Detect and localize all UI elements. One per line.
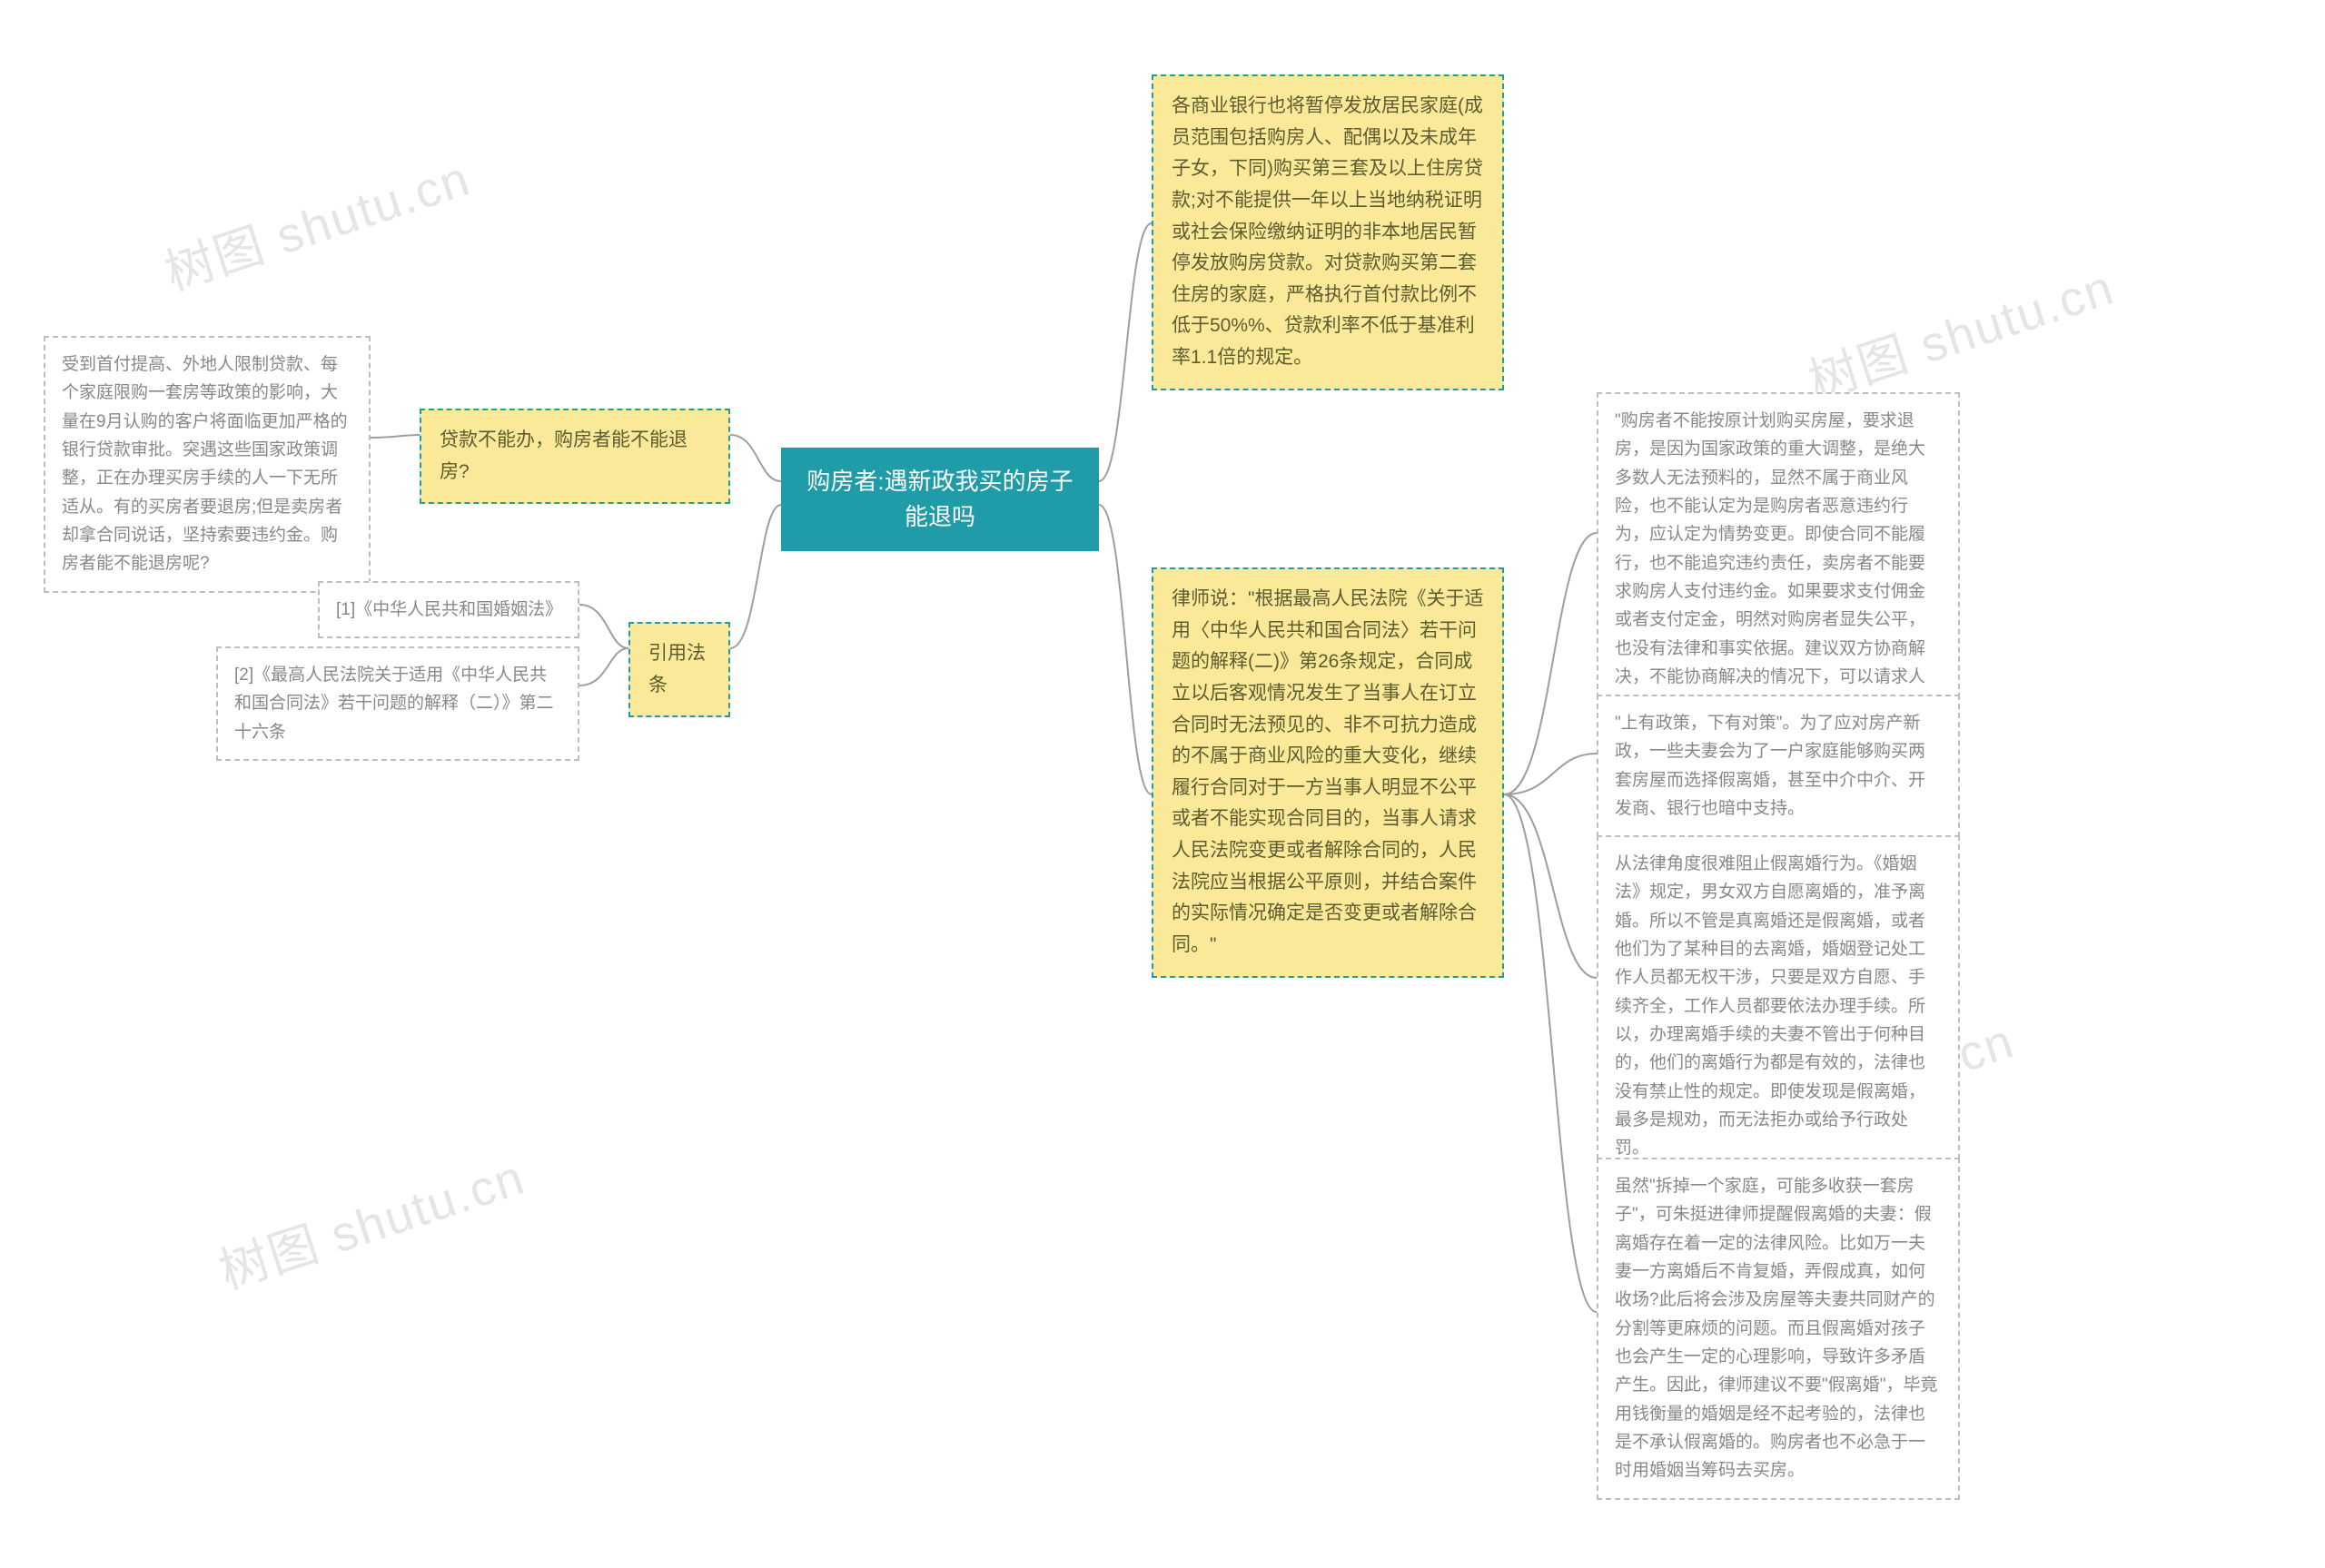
connector [1504,794,1597,978]
watermark: 树图 shutu.cn [154,138,478,304]
branch-bank-policy[interactable]: 各商业银行也将暂停发放居民家庭(成员范围包括购房人、配偶以及未成年子女，下同)购… [1152,74,1504,390]
watermark: 树图 shutu.cn [1798,247,2122,413]
watermark: 树图 shutu.cn [209,1137,532,1303]
leaf-lawyer-3: 从法律角度很难阻止假离婚行为。《婚姻法》规定，男女双方自愿离婚的，准予离婚。所以… [1597,835,1960,1178]
leaf-ref-2: [2]《最高人民法院关于适用《中华人民共和国合同法》若干问题的解释（二）》第二十… [216,646,579,761]
branch-loan-question[interactable]: 贷款不能办，购房者能不能退房? [420,409,730,504]
connector [579,648,628,685]
center-topic[interactable]: 购房者:遇新政我买的房子能退吗 [781,448,1099,551]
leaf-loan-detail: 受到首付提高、外地人限制贷款、每个家庭限购一套房等政策的影响，大量在9月认购的客… [44,336,371,593]
leaf-lawyer-1: "购房者不能按原计划购买房屋，要求退房，是因为国家政策的重大调整，是绝大多数人无… [1597,392,1960,735]
connector [1099,223,1152,481]
connector [1504,533,1597,794]
connector [1504,754,1597,794]
branch-references[interactable]: 引用法条 [628,622,730,717]
branch-lawyer-says[interactable]: 律师说："根据最高人民法院《关于适用〈中华人民共和国合同法〉若干问题的解释(二)… [1152,567,1504,978]
connector [1099,505,1152,794]
leaf-lawyer-4: 虽然"拆掉一个家庭，可能多收获一套房子"，可朱挺进律师提醒假离婚的夫妻：假离婚存… [1597,1158,1960,1500]
connector [1504,794,1597,1312]
connector [730,505,781,648]
leaf-ref-1: [1]《中华人民共和国婚姻法》 [318,581,579,638]
leaf-lawyer-2: "上有政策，下有对策"。为了应对房产新政，一些夫妻会为了一户家庭能够购买两套房屋… [1597,695,1960,837]
connector [371,435,420,438]
connector [730,435,781,481]
connector [579,605,628,648]
